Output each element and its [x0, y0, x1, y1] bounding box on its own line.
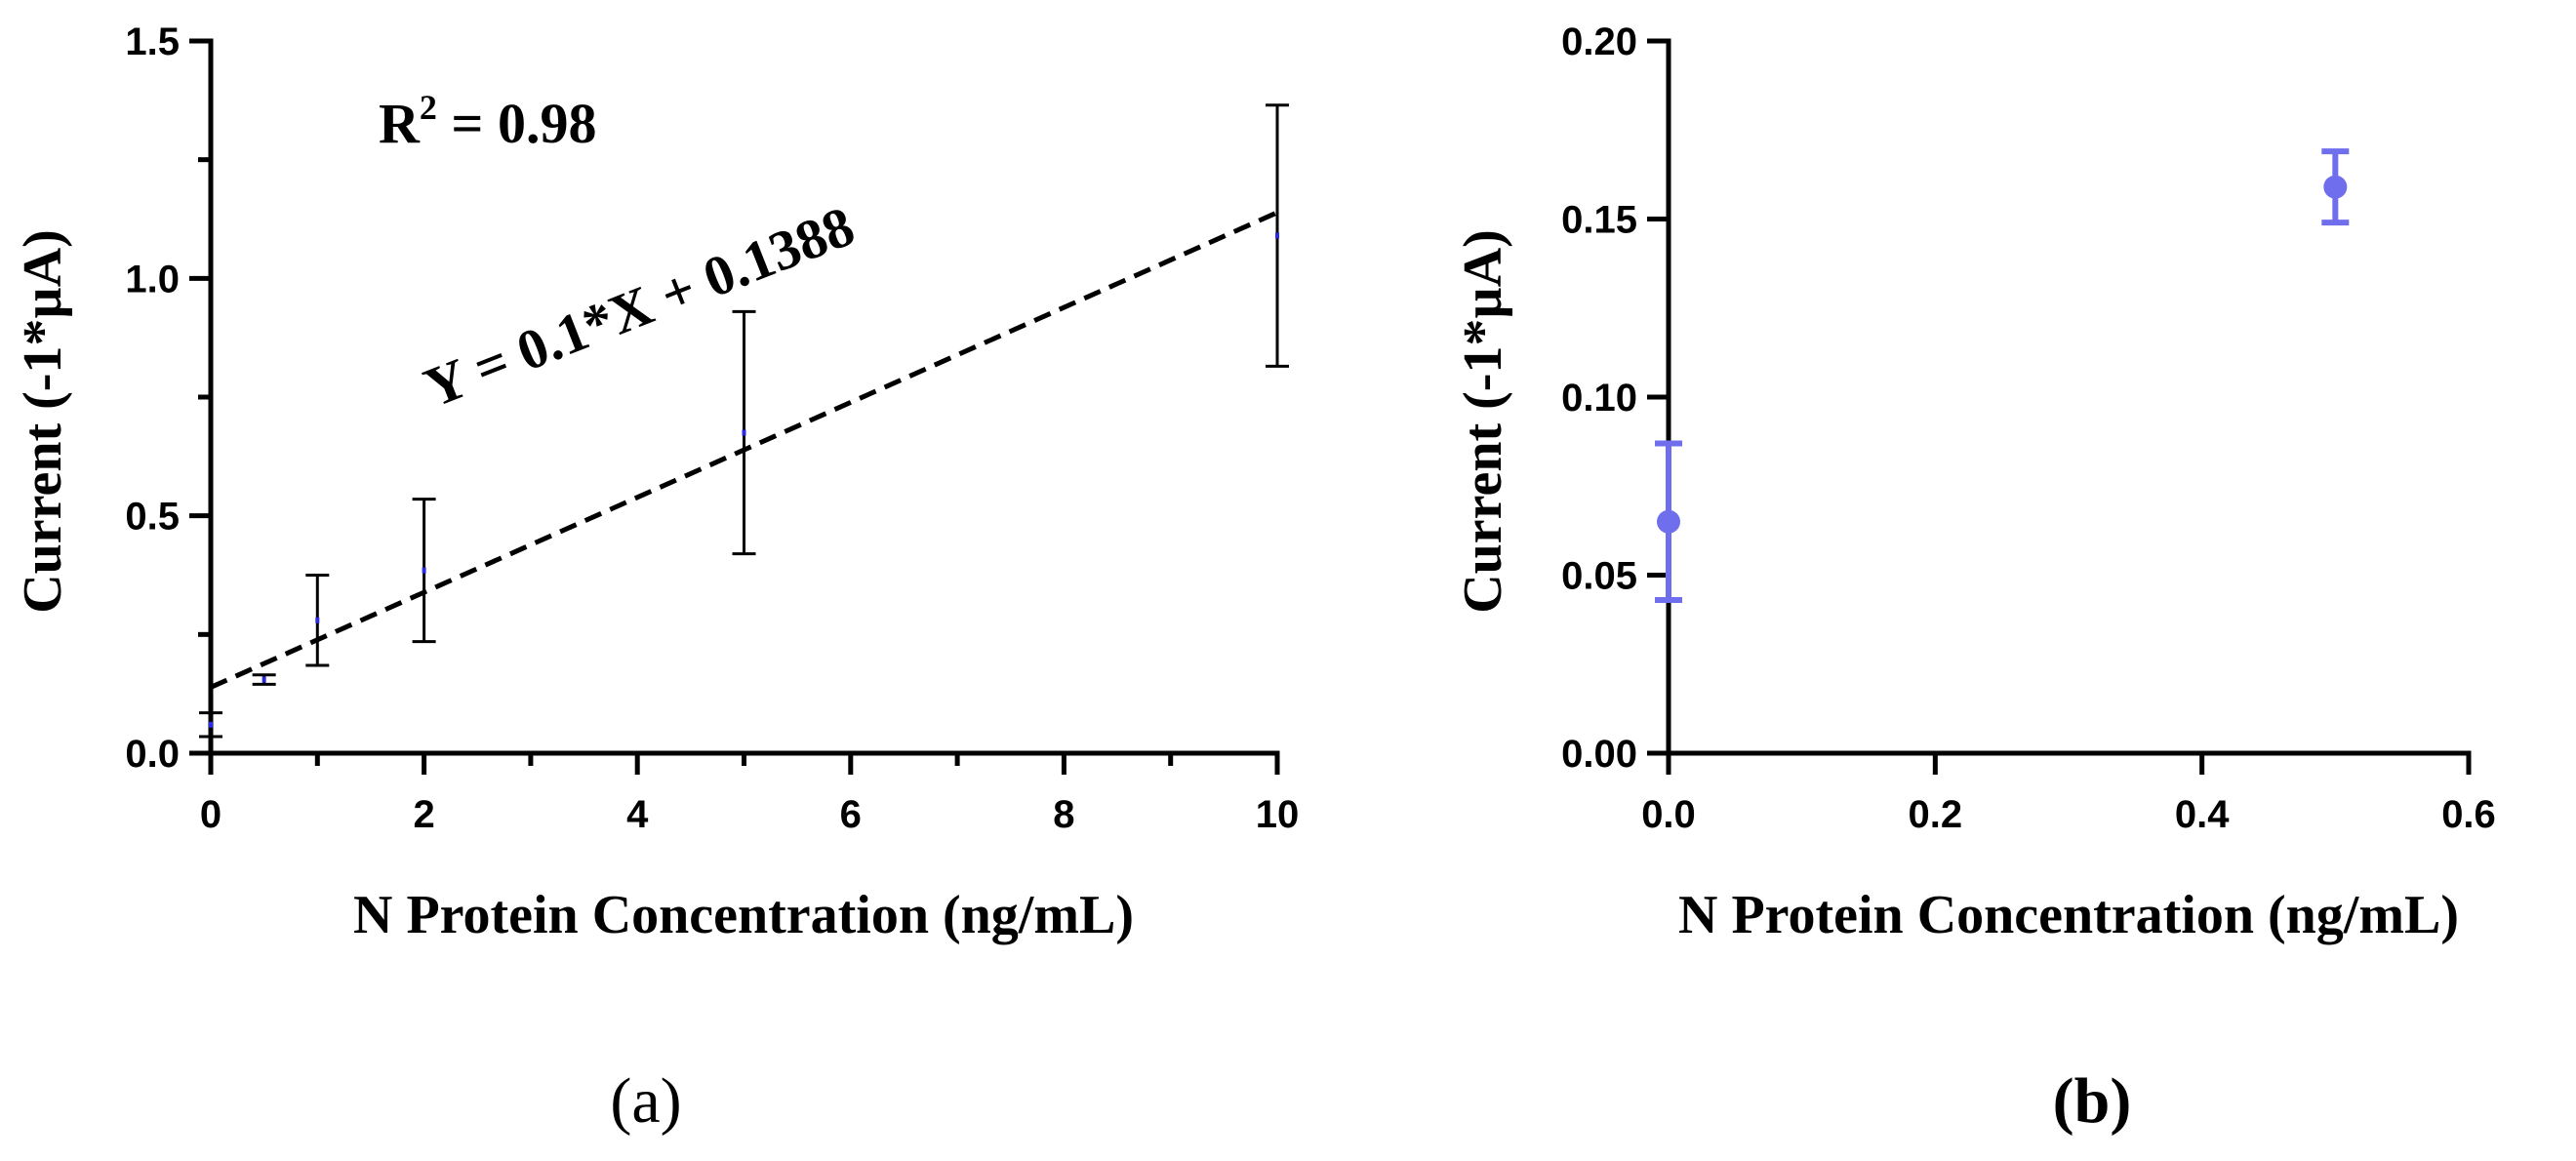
panel-a-ticks: 0 2 4 6 8 10 0.0 0.5 1.0 1.5: [125, 20, 1299, 836]
panel-a-marker: [422, 567, 426, 574]
panel-b-x-tick-label: 0.0: [1641, 793, 1696, 836]
panel-a-chart: 0 2 4 6 8 10 0.0 0.5 1.0 1.5 N Protein Concentrat…: [13, 20, 1299, 1137]
panel-a-y-tick-label: 0.5: [125, 496, 180, 539]
panel-b-y-tick-label: 0.05: [1561, 555, 1637, 598]
panel-b-x-tick-label: 0.6: [2441, 793, 2496, 836]
panel-b-label-text: (b): [2053, 1065, 2132, 1137]
panel-a-x-tick-label: 8: [1053, 793, 1074, 836]
panel-a-x-tick-label: 10: [1256, 793, 1300, 836]
panel-b-x-axis-title: N Protein Concentration (ng/mL): [1678, 885, 2459, 945]
r-squared-base: R: [379, 92, 421, 155]
r-squared-exponent: 2: [420, 88, 437, 127]
panel-b-marker: [1657, 509, 1680, 534]
panel-b-data-point: [2321, 148, 2350, 226]
panel-b-x-tick-label: 0.2: [1909, 793, 1963, 836]
panel-a-x-tick-label: 0: [200, 793, 221, 836]
panel-b-y-tick-label: 0.20: [1561, 20, 1637, 63]
panel-a-marker: [209, 721, 213, 728]
panel-a-data-point: [305, 574, 330, 667]
panel-a-label-text: (a): [610, 1065, 681, 1137]
panel-a-marker: [1275, 232, 1279, 239]
panel-a-x-tick-label: 6: [840, 793, 862, 836]
panel-b-y-tick-label: 0.00: [1561, 733, 1637, 776]
panel-b-marker: [2323, 175, 2348, 199]
panel-b-axes: [1666, 38, 2472, 756]
r-squared-value: = 0.98: [437, 92, 597, 155]
panel-a-data-point: [252, 673, 276, 686]
panel-a-y-tick-label: 1.0: [125, 258, 180, 300]
panel-a-marker: [315, 617, 320, 623]
fit-equation-annotation: Y = 0.1*X + 0.1388: [416, 194, 863, 420]
panel-b-y-tick-label: 0.10: [1561, 377, 1637, 420]
panel-b-data-point: [1655, 440, 1682, 604]
panel-a-marker: [262, 676, 266, 683]
panel-a-data-point: [412, 498, 436, 644]
panel-a-label: (a): [610, 1065, 681, 1137]
panel-b-ticks: 0.0 0.2 0.4 0.6 0.00 0.05 0.10 0.15 0.20: [1561, 20, 2496, 836]
panel-a-x-axis-title: N Protein Concentration (ng/mL): [353, 885, 1134, 945]
panel-b-y-axis-title: Current (-1*µA): [1453, 229, 1513, 614]
panel-b-label: (b): [2053, 1065, 2132, 1137]
panel-b-points: [1655, 148, 2350, 604]
panel-a-y-axis-title: Current (-1*µA): [13, 229, 73, 614]
panel-a-x-tick-label: 2: [413, 793, 434, 836]
panel-a-data-point: [732, 309, 756, 556]
panel-b-y-tick-label: 0.15: [1561, 199, 1637, 242]
panel-a-points: [199, 103, 1289, 739]
panel-a-x-tick-label: 4: [626, 793, 649, 836]
panel-b-x-tick-label: 0.4: [2175, 793, 2230, 836]
panel-a-data-point: [199, 711, 222, 739]
panel-b-chart: 0.0 0.2 0.4 0.6 0.00 0.05 0.10 0.15 0.20 N Prote…: [1453, 20, 2496, 1137]
panel-a-y-tick-label: 0.0: [125, 733, 180, 776]
r-squared-annotation: R2 = 0.98: [379, 88, 596, 155]
panel-a-marker: [742, 429, 746, 436]
panel-a-y-tick-label: 1.5: [125, 20, 180, 63]
panel-a-data-point: [1266, 103, 1289, 368]
